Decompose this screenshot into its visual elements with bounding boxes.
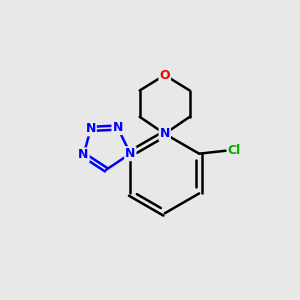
Text: Cl: Cl xyxy=(228,144,241,157)
Text: N: N xyxy=(78,148,89,161)
Text: N: N xyxy=(125,147,136,160)
Text: N: N xyxy=(112,121,123,134)
Text: N: N xyxy=(160,127,170,140)
Text: O: O xyxy=(159,69,170,82)
Text: N: N xyxy=(85,122,96,135)
